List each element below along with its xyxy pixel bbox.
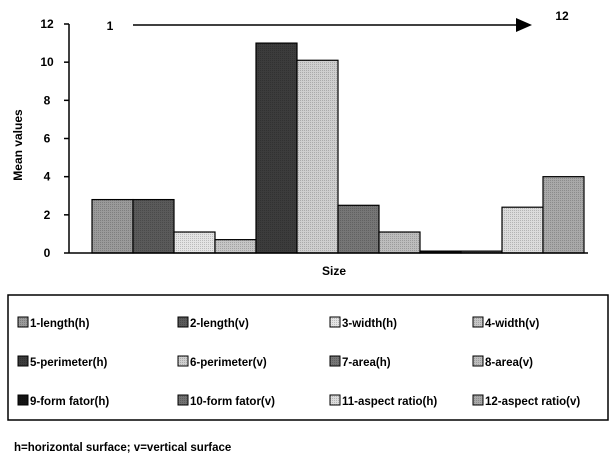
y-tick-label: 10 [40, 55, 54, 69]
legend-swatch-texture [18, 356, 28, 366]
legend-swatch-texture [18, 317, 28, 327]
footnote: h=horizontal surface; v=vertical surface [14, 442, 231, 454]
legend-label: 5-perimeter(h) [30, 357, 107, 369]
bar-11 [501, 206, 544, 254]
legend-label: 12-aspect ratio(v) [485, 396, 580, 408]
bar-texture [379, 232, 420, 253]
bar-texture [133, 199, 174, 253]
bar-texture [502, 207, 543, 253]
legend-label: 7-area(h) [342, 357, 391, 369]
size-direction-arrow: 1 12 [107, 9, 569, 33]
legend-border [7, 294, 609, 421]
bar-texture [461, 251, 502, 253]
legend-swatch-texture [330, 395, 340, 405]
legend-entry-9: 9-form fator(h) [17, 394, 109, 408]
legend-entry-12: 12-aspect ratio(v) [472, 394, 580, 408]
bar-texture [256, 43, 297, 254]
arrow-end-label: 12 [555, 9, 569, 23]
y-axis-title: Mean values [11, 109, 25, 181]
legend-entry-8: 8-area(v) [472, 355, 533, 369]
legend-label: 6-perimeter(v) [190, 357, 267, 369]
bar-8 [378, 231, 421, 254]
plot-area: 0 2 4 6 8 10 12 [40, 17, 588, 260]
y-tick-label: 8 [44, 93, 51, 107]
legend-label: 3-width(h) [342, 318, 397, 330]
legend-swatch-texture [178, 317, 188, 327]
legend-label: 9-form fator(h) [30, 396, 109, 408]
bar-texture [174, 232, 215, 253]
y-tick-label: 0 [44, 246, 51, 260]
legend-swatch-texture [178, 395, 188, 405]
bar-2 [132, 198, 175, 254]
legend-swatch-texture [473, 356, 483, 366]
legend-swatch-texture [473, 395, 483, 405]
bar-texture [420, 251, 461, 253]
legend-entry-1: 1-length(h) [17, 316, 90, 330]
bar-3 [173, 231, 216, 254]
legend-label: 11-aspect ratio(h) [342, 396, 437, 408]
legend-swatch-texture [330, 317, 340, 327]
y-tick-label: 2 [44, 208, 51, 222]
legend-entry-6: 6-perimeter(v) [177, 355, 267, 369]
x-axis-title: Size [322, 264, 346, 278]
bar-6 [296, 59, 339, 254]
legend-entry-5: 5-perimeter(h) [17, 355, 107, 369]
legend-entry-4: 4-width(v) [472, 316, 539, 330]
y-tick-label: 4 [44, 170, 51, 184]
legend-entry-3: 3-width(h) [329, 316, 397, 330]
legend-entry-11: 11-aspect ratio(h) [329, 394, 437, 408]
legend-label: 10-form fator(v) [190, 396, 275, 408]
legend-label: 2-length(v) [190, 318, 249, 330]
legend-entry-7: 7-area(h) [329, 355, 391, 369]
bar-texture [215, 239, 256, 253]
legend-label: 1-length(h) [30, 318, 90, 330]
y-tick-label: 6 [44, 132, 51, 146]
legend-label: 8-area(v) [485, 357, 533, 369]
bar-texture [338, 205, 379, 253]
legend-swatch-texture [330, 356, 340, 366]
legend-entry-2: 2-length(v) [177, 316, 249, 330]
arrow-start-label: 1 [107, 19, 114, 33]
legend-swatch-texture [178, 356, 188, 366]
arrow-head [516, 18, 532, 32]
bar-7 [337, 204, 380, 254]
bar-12 [542, 176, 585, 254]
bar-4 [214, 239, 257, 254]
legend-swatch-texture [473, 317, 483, 327]
y-tick-label: 12 [40, 17, 54, 31]
legend-swatch-texture [18, 395, 28, 405]
bar-1 [91, 198, 134, 254]
bar-texture [297, 60, 338, 254]
bar-texture [543, 176, 584, 253]
bar-texture [92, 199, 133, 253]
legend: 1-length(h) 2-length(v) 3-width(h) 4-width(… [7, 294, 609, 421]
legend-entry-10: 10-form fator(v) [177, 394, 275, 408]
bar-5 [255, 42, 298, 254]
legend-label: 4-width(v) [485, 318, 539, 330]
